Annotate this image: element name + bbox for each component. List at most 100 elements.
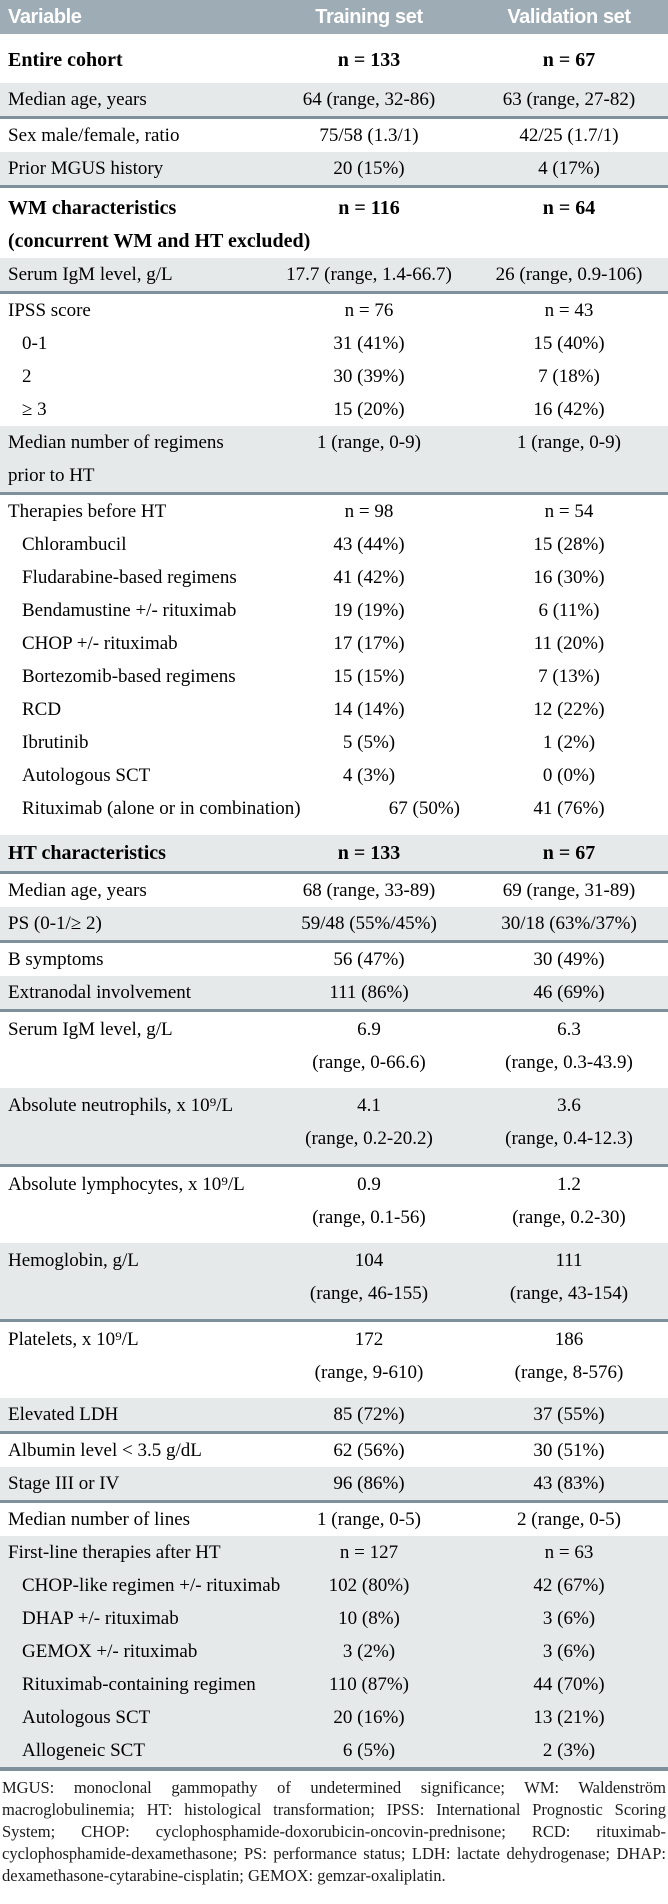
table-row: Absolute neutrophils, x 10⁹/L 4.1 (range, … xyxy=(0,1088,668,1167)
training-set-value: 4.1 (range, 0.2-20.2) xyxy=(305,1095,433,1149)
row-label: Therapies before HT xyxy=(8,500,167,522)
table-row: Fludarabine-based regimens 41 (42%) 16 (30… xyxy=(0,561,668,594)
row-label: Stage III or IV xyxy=(8,1472,120,1494)
training-set-value: 56 (47%) xyxy=(333,948,405,970)
table-row: Autologous SCT 4 (3%) 0 (0%) xyxy=(0,759,668,792)
table-row: Ibrutinib 5 (5%) 1 (2%) xyxy=(0,726,668,759)
row-label: Median age, years xyxy=(8,88,147,110)
table-row: HT characteristics n = 133 n = 67 xyxy=(0,835,668,874)
table-row: Sex male/female, ratio 75/58 (1.3/1) 42/25… xyxy=(0,119,668,152)
validation-set-value: 41 (76%) xyxy=(533,797,605,819)
training-set-value: 4 (3%) xyxy=(342,764,396,786)
row-label: 2 xyxy=(22,365,32,387)
training-set-value: 43 (44%) xyxy=(333,533,405,555)
row-label: CHOP +/- rituximab xyxy=(22,632,178,654)
validation-set-value: 15 (40%) xyxy=(533,332,605,354)
row-label: Entire cohort xyxy=(8,49,123,71)
training-set-value: 64 (range, 32-86) xyxy=(302,88,436,110)
validation-set-value: n = 64 xyxy=(542,197,596,219)
row-label: 0-1 xyxy=(22,332,48,354)
training-set-value: 67 (50%) xyxy=(388,797,460,819)
row-label: Absolute lymphocytes, x 10⁹/L xyxy=(8,1174,245,1195)
validation-set-value: 30 (51%) xyxy=(533,1439,605,1461)
training-set-value: 19 (19%) xyxy=(333,599,405,621)
training-set-value: 59/48 (55%/45%) xyxy=(301,912,437,934)
table-row: Median number of lines 1 (range, 0-5) 2 (r… xyxy=(0,1503,668,1536)
validation-set-value: n = 67 xyxy=(542,841,596,864)
table-body: Entire cohort n = 133 n = 67 Median age, ye… xyxy=(0,34,668,1771)
table-row: Bendamustine +/- rituximab 19 (19%) 6 (11%… xyxy=(0,594,668,627)
table-row: Allogeneic SCT 6 (5%) 2 (3%) xyxy=(0,1734,668,1771)
validation-set-value: 69 (range, 31-89) xyxy=(502,879,636,901)
validation-set-value: 3 (6%) xyxy=(542,1607,596,1629)
table-row: Autologous SCT 20 (16%) 13 (21%) xyxy=(0,1701,668,1734)
training-set-value: n = 127 xyxy=(339,1541,399,1563)
table-row: Absolute lymphocytes, x 10⁹/L 0.9 (range, … xyxy=(0,1167,668,1243)
training-set-value: 104 (range, 46-155) xyxy=(309,1250,429,1304)
table-row: Median number of regimens prior to HT 1 (r… xyxy=(0,426,668,495)
row-label: Absolute neutrophils, x 10⁹/L xyxy=(8,1095,234,1116)
row-label: ≥ 3 xyxy=(22,398,47,420)
table-row: 2 30 (39%) 7 (18%) xyxy=(0,360,668,393)
row-label: Platelets, x 10⁹/L xyxy=(8,1329,139,1350)
table-row: PS (0-1/≥ 2) 59/48 (55%/45%) 30/18 (63%/37… xyxy=(0,907,668,943)
row-label: Median number of lines xyxy=(8,1508,191,1530)
validation-set-value: n = 63 xyxy=(544,1541,594,1563)
validation-set-value: 186 (range, 8-576) xyxy=(514,1329,624,1383)
row-label: Rituximab (alone or in combination) xyxy=(22,797,301,819)
row-label: CHOP-like regimen +/- rituximab xyxy=(22,1574,281,1596)
validation-set-value: 13 (21%) xyxy=(533,1706,605,1728)
training-set-value: 6 (5%) xyxy=(342,1739,396,1761)
table-row: Hemoglobin, g/L 104 (range, 46-155) 111 (ran… xyxy=(0,1243,668,1322)
validation-set-value: 16 (30%) xyxy=(533,566,605,588)
table-row: Stage III or IV 96 (86%) 43 (83%) xyxy=(0,1467,668,1503)
table-row: Serum IgM level, g/L 6.9 (range, 0-66.6) 6.… xyxy=(0,1012,668,1088)
row-label: WM characteristics (concurrent WM and HT … xyxy=(8,197,311,252)
validation-set-value: 37 (55%) xyxy=(533,1403,605,1425)
training-set-value: 31 (41%) xyxy=(333,332,405,354)
row-label: Rituximab-containing regimen xyxy=(22,1673,256,1695)
training-set-value: 1 (range, 0-9) xyxy=(317,432,421,453)
row-label: RCD xyxy=(22,698,62,720)
training-set-value: 20 (16%) xyxy=(333,1706,405,1728)
table-row: First-line therapies after HT n = 127 n = … xyxy=(0,1536,668,1569)
patient-characteristics-table: Variable Training set Validation set Ent… xyxy=(0,0,668,1771)
row-label: Extranodal involvement xyxy=(8,981,192,1003)
row-label: Autologous SCT xyxy=(22,1706,151,1728)
table-row: Elevated LDH 85 (72%) 37 (55%) xyxy=(0,1398,668,1434)
validation-set-value: 111 (range, 43-154) xyxy=(509,1250,629,1304)
row-label: B symptoms xyxy=(8,948,104,970)
validation-set-value: 30/18 (63%/37%) xyxy=(501,912,637,934)
table-row: Rituximab (alone or in combination) 67 (5… xyxy=(0,792,668,825)
column-header-training-set: Training set xyxy=(315,5,423,28)
training-set-value: 41 (42%) xyxy=(333,566,405,588)
row-label: DHAP +/- rituximab xyxy=(22,1607,179,1629)
training-set-value: n = 116 xyxy=(338,197,400,219)
row-label: PS (0-1/≥ 2) xyxy=(8,912,102,934)
validation-set-value: 1 (2%) xyxy=(542,731,596,753)
table-row: ≥ 3 15 (20%) 16 (42%) xyxy=(0,393,668,426)
training-set-value: 15 (15%) xyxy=(333,665,405,687)
row-label: Serum IgM level, g/L xyxy=(8,263,173,285)
training-set-value: 17.7 (range, 1.4-66.7) xyxy=(286,263,452,285)
table-row: WM characteristics (concurrent WM and HT … xyxy=(0,188,668,258)
validation-set-value: 43 (83%) xyxy=(533,1472,605,1494)
training-set-value: 5 (5%) xyxy=(342,731,396,753)
row-label: Allogeneic SCT xyxy=(22,1739,145,1761)
row-label: Serum IgM level, g/L xyxy=(8,1019,173,1040)
training-set-value: 172 (range, 9-610) xyxy=(314,1329,424,1383)
training-set-value: 15 (20%) xyxy=(333,398,405,420)
validation-set-value: n = 67 xyxy=(542,49,596,71)
table-row: Therapies before HT n = 98 n = 54 xyxy=(0,495,668,528)
table-row: RCD 14 (14%) 12 (22%) xyxy=(0,693,668,726)
training-set-value: 3 (2%) xyxy=(342,1640,396,1662)
row-label: First-line therapies after HT xyxy=(8,1541,221,1563)
training-set-value: n = 98 xyxy=(344,500,394,522)
table-row: CHOP +/- rituximab 17 (17%) 11 (20%) xyxy=(0,627,668,660)
table-row: Median age, years 64 (range, 32-86) 63 (ra… xyxy=(0,83,668,119)
table-row: 0-1 31 (41%) 15 (40%) xyxy=(0,327,668,360)
training-set-value: n = 133 xyxy=(337,841,401,864)
table-row: IPSS score n = 76 n = 43 xyxy=(0,294,668,327)
training-set-value: n = 133 xyxy=(337,49,401,71)
column-header-validation-set: Validation set xyxy=(507,5,631,28)
